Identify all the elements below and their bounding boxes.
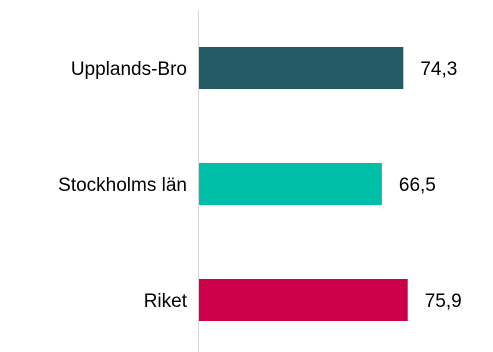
- bar-0: [199, 47, 404, 89]
- bar-2: [199, 279, 408, 321]
- value-label-2: 75,9: [425, 291, 462, 312]
- value-label-0: 74,3: [420, 59, 457, 80]
- value-label-1: 66,5: [399, 175, 436, 196]
- labels-group: Upplands-Bro 74,3 Stockholms län 66,5 Riket 7…: [58, 59, 462, 312]
- category-label-0: Upplands-Bro: [71, 59, 187, 80]
- bars-group: [199, 47, 408, 321]
- category-label-1: Stockholms län: [58, 175, 187, 196]
- category-label-2: Riket: [144, 291, 188, 312]
- bar-1: [199, 163, 382, 205]
